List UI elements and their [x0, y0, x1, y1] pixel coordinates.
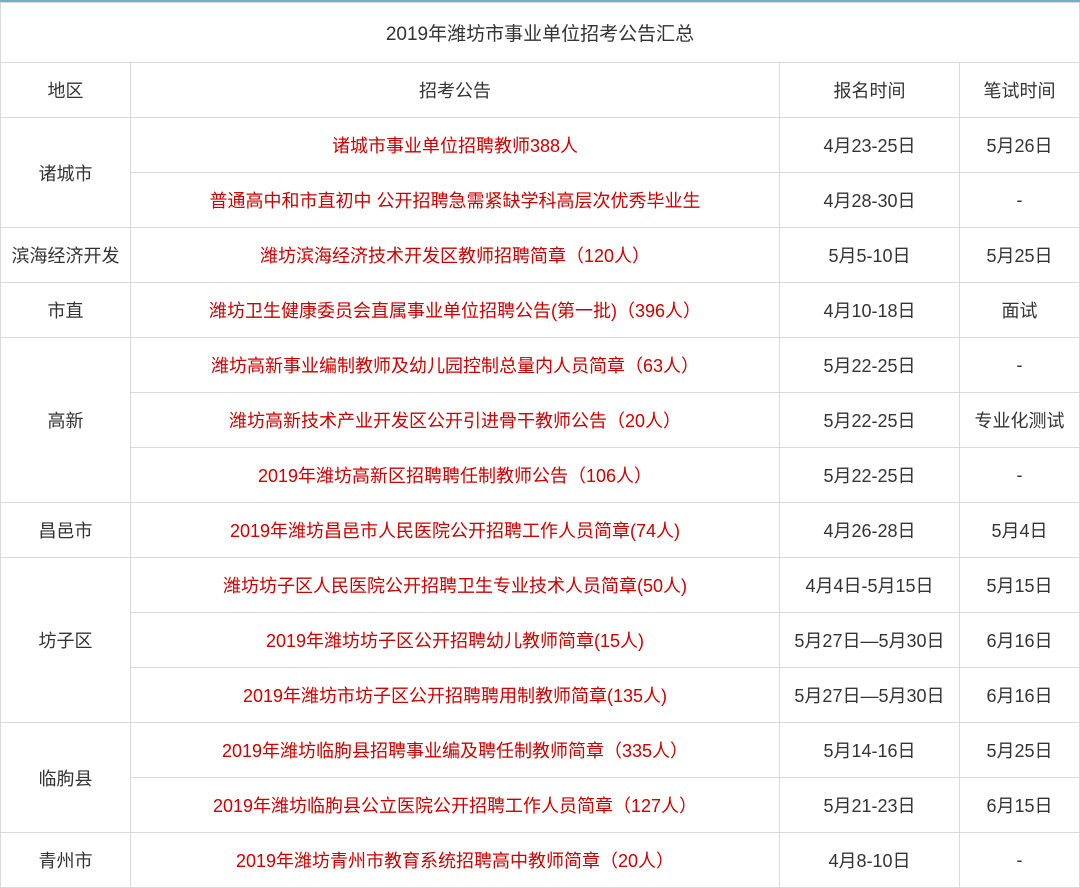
header-announcement: 招考公告 — [131, 63, 780, 118]
table-row: 诸城市诸城市事业单位招聘教师388人4月23-25日5月26日 — [1, 118, 1080, 173]
exam-cell: 6月16日 — [959, 613, 1079, 668]
signup-cell: 4月8-10日 — [779, 833, 959, 888]
announcement-cell[interactable]: 潍坊高新事业编制教师及幼儿园控制总量内人员简章（63人） — [131, 338, 780, 393]
exam-cell: - — [959, 173, 1079, 228]
header-exam: 笔试时间 — [959, 63, 1079, 118]
table-row: 青州市2019年潍坊青州市教育系统招聘高中教师简章（20人）4月8-10日- — [1, 833, 1080, 888]
table-row: 坊子区潍坊坊子区人民医院公开招聘卫生专业技术人员简章(50人)4月4日-5月15… — [1, 558, 1080, 613]
header-row: 地区 招考公告 报名时间 笔试时间 — [1, 63, 1080, 118]
exam-cell: 6月15日 — [959, 778, 1079, 833]
announcement-cell[interactable]: 2019年潍坊昌邑市人民医院公开招聘工作人员简章(74人) — [131, 503, 780, 558]
header-signup: 报名时间 — [779, 63, 959, 118]
region-cell: 坊子区 — [1, 558, 131, 723]
signup-cell: 5月14-16日 — [779, 723, 959, 778]
exam-cell: 专业化测试 — [959, 393, 1079, 448]
table-row: 潍坊高新技术产业开发区公开引进骨干教师公告（20人）5月22-25日专业化测试 — [1, 393, 1080, 448]
exam-cell: 5月25日 — [959, 723, 1079, 778]
table-row: 2019年潍坊高新区招聘聘任制教师公告（106人）5月22-25日- — [1, 448, 1080, 503]
exam-cell: - — [959, 338, 1079, 393]
region-cell: 滨海经济开发 — [1, 228, 131, 283]
exam-cell: 5月25日 — [959, 228, 1079, 283]
table-row: 2019年潍坊市坊子区公开招聘聘用制教师简章(135人)5月27日—5月30日6… — [1, 668, 1080, 723]
announcement-cell[interactable]: 2019年潍坊临朐县公立医院公开招聘工作人员简章（127人） — [131, 778, 780, 833]
table-row: 昌邑市2019年潍坊昌邑市人民医院公开招聘工作人员简章(74人)4月26-28日… — [1, 503, 1080, 558]
announcement-cell[interactable]: 潍坊卫生健康委员会直属事业单位招聘公告(第一批)（396人） — [131, 283, 780, 338]
signup-cell: 4月28-30日 — [779, 173, 959, 228]
region-cell: 高新 — [1, 338, 131, 503]
signup-cell: 5月5-10日 — [779, 228, 959, 283]
signup-cell: 5月27日—5月30日 — [779, 668, 959, 723]
announcement-cell[interactable]: 2019年潍坊临朐县招聘事业编及聘任制教师简章（335人） — [131, 723, 780, 778]
table-row: 市直潍坊卫生健康委员会直属事业单位招聘公告(第一批)（396人）4月10-18日… — [1, 283, 1080, 338]
region-cell: 市直 — [1, 283, 131, 338]
announcement-cell[interactable]: 诸城市事业单位招聘教师388人 — [131, 118, 780, 173]
announcement-cell[interactable]: 2019年潍坊高新区招聘聘任制教师公告（106人） — [131, 448, 780, 503]
signup-cell: 4月4日-5月15日 — [779, 558, 959, 613]
table-row: 普通高中和市直初中 公开招聘急需紧缺学科高层次优秀毕业生4月28-30日- — [1, 173, 1080, 228]
announcement-cell[interactable]: 2019年潍坊坊子区公开招聘幼儿教师简章(15人) — [131, 613, 780, 668]
announcement-cell[interactable]: 潍坊坊子区人民医院公开招聘卫生专业技术人员简章(50人) — [131, 558, 780, 613]
table-row: 2019年潍坊坊子区公开招聘幼儿教师简章(15人)5月27日—5月30日6月16… — [1, 613, 1080, 668]
region-cell: 诸城市 — [1, 118, 131, 228]
announcement-cell[interactable]: 潍坊滨海经济技术开发区教师招聘简章（120人） — [131, 228, 780, 283]
table-title: 2019年潍坊市事业单位招考公告汇总 — [1, 3, 1080, 63]
exam-cell: 5月4日 — [959, 503, 1079, 558]
region-cell: 青州市 — [1, 833, 131, 888]
title-row: 2019年潍坊市事业单位招考公告汇总 — [1, 3, 1080, 63]
table-row: 临朐县2019年潍坊临朐县招聘事业编及聘任制教师简章（335人）5月14-16日… — [1, 723, 1080, 778]
table-row: 高新潍坊高新事业编制教师及幼儿园控制总量内人员简章（63人）5月22-25日- — [1, 338, 1080, 393]
region-cell: 昌邑市 — [1, 503, 131, 558]
exam-cell: 6月16日 — [959, 668, 1079, 723]
announcement-cell[interactable]: 普通高中和市直初中 公开招聘急需紧缺学科高层次优秀毕业生 — [131, 173, 780, 228]
signup-cell: 5月22-25日 — [779, 338, 959, 393]
exam-cell: - — [959, 833, 1079, 888]
signup-cell: 5月22-25日 — [779, 393, 959, 448]
exam-cell: - — [959, 448, 1079, 503]
table-row: 滨海经济开发潍坊滨海经济技术开发区教师招聘简章（120人）5月5-10日5月25… — [1, 228, 1080, 283]
region-cell: 临朐县 — [1, 723, 131, 833]
signup-cell: 5月21-23日 — [779, 778, 959, 833]
exam-cell: 5月15日 — [959, 558, 1079, 613]
signup-cell: 5月22-25日 — [779, 448, 959, 503]
header-region: 地区 — [1, 63, 131, 118]
announcement-cell[interactable]: 2019年潍坊市坊子区公开招聘聘用制教师简章(135人) — [131, 668, 780, 723]
signup-cell: 4月23-25日 — [779, 118, 959, 173]
signup-cell: 4月10-18日 — [779, 283, 959, 338]
exam-cell: 面试 — [959, 283, 1079, 338]
recruitment-table: 2019年潍坊市事业单位招考公告汇总 地区 招考公告 报名时间 笔试时间 诸城市… — [0, 2, 1080, 888]
exam-cell: 5月26日 — [959, 118, 1079, 173]
signup-cell: 5月27日—5月30日 — [779, 613, 959, 668]
signup-cell: 4月26-28日 — [779, 503, 959, 558]
table-row: 2019年潍坊临朐县公立医院公开招聘工作人员简章（127人）5月21-23日6月… — [1, 778, 1080, 833]
announcement-cell[interactable]: 潍坊高新技术产业开发区公开引进骨干教师公告（20人） — [131, 393, 780, 448]
announcement-cell[interactable]: 2019年潍坊青州市教育系统招聘高中教师简章（20人） — [131, 833, 780, 888]
table-container: 2019年潍坊市事业单位招考公告汇总 地区 招考公告 报名时间 笔试时间 诸城市… — [0, 0, 1080, 888]
